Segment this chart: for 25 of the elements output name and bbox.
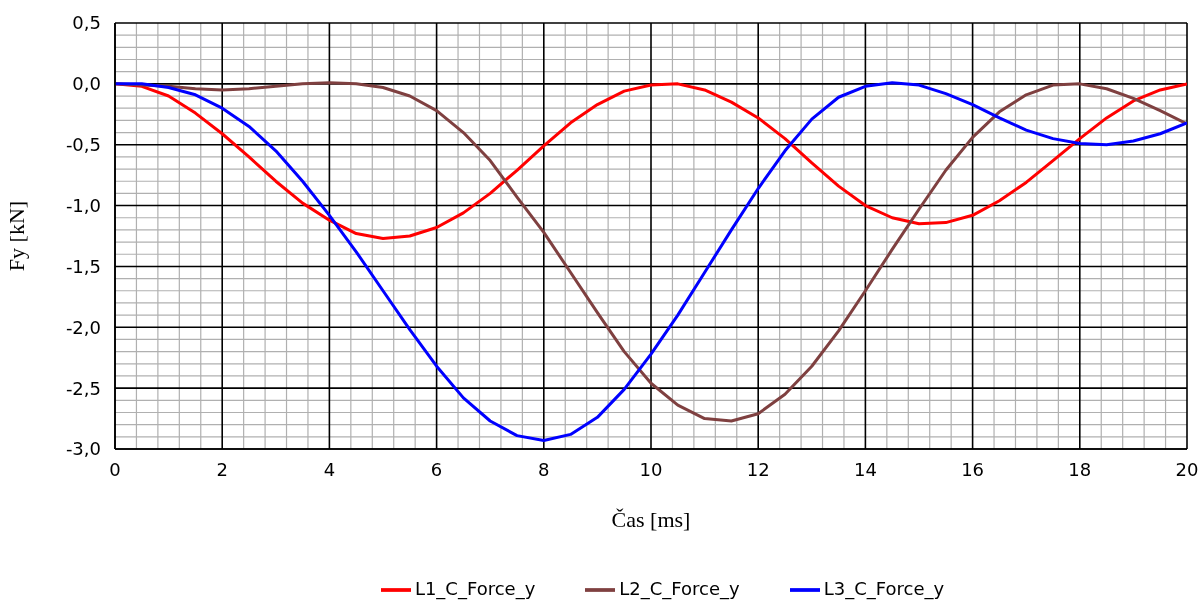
x-tick-label: 18 <box>1068 458 1092 480</box>
x-tick-label: 2 <box>216 458 228 480</box>
legend-label: L1_C_Force_y <box>414 578 536 599</box>
y-tick-label: -2,0 <box>65 316 101 338</box>
y-tick-label: 0,5 <box>72 12 101 34</box>
y-tick-label: -0,5 <box>65 134 101 156</box>
y-tick-label: 0,0 <box>72 73 101 95</box>
y-tick-label: -1,0 <box>65 194 101 216</box>
x-axis-title: Čas [ms] <box>611 506 691 532</box>
x-tick-label: 0 <box>109 458 121 480</box>
y-tick-label: -2,5 <box>65 377 101 399</box>
x-tick-label: 4 <box>323 458 336 480</box>
x-tick-label: 12 <box>746 458 770 480</box>
x-tick-label: 14 <box>853 458 877 480</box>
legend-label: L3_C_Force_y <box>823 578 945 599</box>
x-tick-label: 16 <box>961 458 985 480</box>
x-tick-label: 10 <box>639 458 663 480</box>
legend-label: L2_C_Force_y <box>619 578 740 599</box>
x-tick-label: 8 <box>538 458 550 480</box>
line-series <box>115 82 1187 240</box>
x-tick-label: 20 <box>1175 458 1199 480</box>
y-tick-label: -1,5 <box>65 255 101 277</box>
x-tick-label: 6 <box>430 458 443 480</box>
y-axis-title: Fy [kN] <box>3 200 29 272</box>
y-tick-label: -3,0 <box>65 438 101 460</box>
